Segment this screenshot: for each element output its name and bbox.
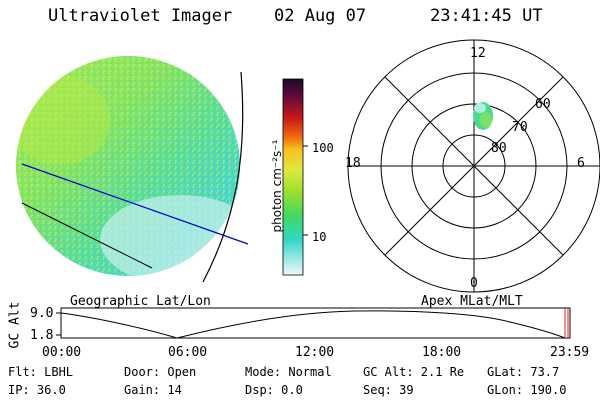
colorbar-label: photon cm⁻²s⁻¹	[270, 139, 284, 233]
colorbar-tick-10: 10	[312, 230, 327, 244]
altitude-curve	[60, 310, 566, 339]
status-door: Door: Open	[124, 365, 197, 379]
status-gc-alt: GC Alt: 2.1 Re	[363, 365, 465, 379]
mlat-label-80: 80	[491, 141, 507, 156]
status-gain: Gain: 14	[124, 383, 182, 397]
xtick-18-00: 18:00	[422, 345, 462, 360]
status-glon: GLon: 190.0	[487, 383, 567, 397]
colorbar	[282, 78, 308, 276]
xtick-06-00: 06:00	[168, 345, 208, 360]
status-mode: Mode: Normal	[245, 365, 332, 379]
altitude-plot	[56, 307, 571, 339]
earth-disk-image	[16, 56, 249, 283]
altitude-ytick-1-8: 1.8	[30, 328, 54, 343]
polar-plot	[347, 39, 600, 293]
time-label: 23:41:45 UT	[430, 6, 543, 26]
mlt-label-12: 12	[470, 46, 486, 61]
mlt-label-6: 6	[577, 156, 585, 171]
status-seq: Seq: 39	[363, 383, 414, 397]
colorbar-tick-100: 100	[312, 141, 334, 155]
geographic-panel-label: Geographic Lat/Lon	[70, 294, 211, 309]
status-dsp: Dsp: 0.0	[245, 383, 303, 397]
mlt-label-18: 18	[345, 156, 361, 171]
mlt-label-0: 0	[470, 276, 478, 291]
mlat-label-70: 70	[512, 120, 528, 135]
xtick-12-00: 12:00	[295, 345, 335, 360]
status-flt: Flt: LBHL	[8, 365, 74, 379]
status-ip: IP: 36.0	[8, 383, 66, 397]
mlat-label-60: 60	[535, 97, 551, 112]
coast-line	[21, 202, 153, 269]
status-glat: GLat: 73.7	[487, 365, 560, 379]
auroral-patch	[473, 102, 493, 130]
instrument-title: Ultraviolet Imager	[48, 6, 233, 26]
date-label: 02 Aug 07	[274, 6, 367, 26]
apex-panel-label: Apex MLat/MLT	[421, 294, 523, 309]
xtick-00-00: 00:00	[42, 345, 82, 360]
altitude-ytick-9: 9.0	[30, 306, 54, 321]
terminator-line	[21, 163, 249, 245]
limb-arc	[202, 71, 244, 283]
altitude-ylabel: GC Alt	[7, 301, 23, 349]
xtick-23-59: 23:59	[550, 345, 590, 360]
